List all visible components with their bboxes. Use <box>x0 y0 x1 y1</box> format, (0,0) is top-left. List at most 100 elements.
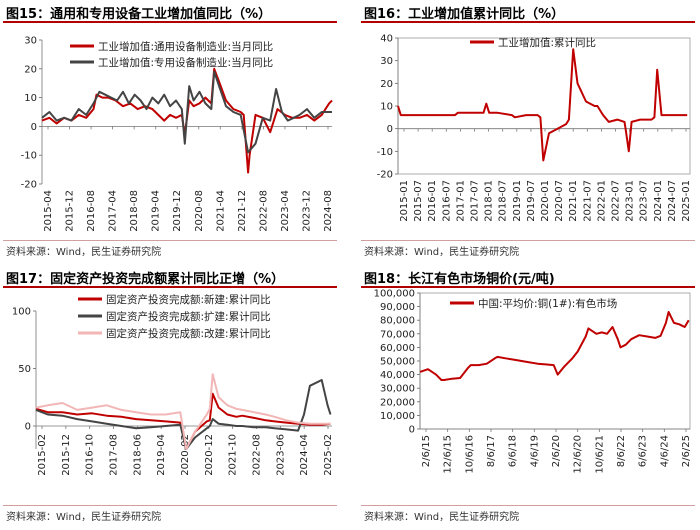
source-note: 资料来源：Wind，民生证券研究院 <box>364 247 520 258</box>
y-tick-label: 40 <box>380 34 393 45</box>
x-tick-label: 2024-01 <box>653 180 664 222</box>
x-tick-label: 2018-08 <box>129 190 140 232</box>
x-tick-label: 2021-01 <box>568 180 579 222</box>
x-tick-label: 2021-12 <box>237 190 248 232</box>
x-tick-label: 2015-02 <box>37 434 48 476</box>
y-tick-label: -10 <box>377 147 393 158</box>
source-rule <box>3 505 337 506</box>
series-line <box>41 70 332 154</box>
chart-title: 图18：长江有色市场铜价(元/吨) <box>364 272 555 287</box>
x-tick-label: 2021-04 <box>215 190 226 232</box>
x-tick-label: 2019-04 <box>156 434 167 476</box>
x-tick-label: 2022-08 <box>258 190 269 232</box>
x-tick-label: 2015-07 <box>413 180 424 222</box>
x-tick-label: 2023-06 <box>275 434 286 476</box>
x-tick-label: 2017-04 <box>108 190 119 232</box>
title-rule <box>361 21 695 23</box>
panel-fig18: 图18：长江有色市场铜价(元/吨) 0 10,000 20,000 30,000 40,… <box>358 265 698 530</box>
x-tick-label: 6/6/23 <box>638 435 649 467</box>
y-tick-label: 50 <box>18 364 31 375</box>
x-tick-label: 6/6/18 <box>508 435 519 467</box>
y-tick-label: 20 <box>380 79 393 90</box>
panel-fig15: 图15：通用和专用设备工业增加值同比（%） -20 -10 0 10 20 30 2015-… <box>0 0 340 265</box>
x-tick-label: 2024-07 <box>667 180 678 222</box>
legend-label: 工业增加值:专用设备制造业:当月同比 <box>98 56 273 69</box>
y-tick-label: 20 <box>24 64 37 75</box>
y-tick-label: 10,000 <box>380 411 415 422</box>
x-tick-label: 10/6/16 <box>464 435 475 474</box>
x-tick-label: 2020-02 <box>180 434 191 476</box>
chart-title: 图15：通用和专用设备工业增加值同比（%） <box>6 7 272 22</box>
x-tick-label: 2016-01 <box>427 180 438 222</box>
y-tick-label: -10 <box>21 151 37 162</box>
chart-fig18: 0 10,000 20,000 30,000 40,000 50,000 60,000 70,… <box>374 289 692 474</box>
y-tick-label: 70,000 <box>380 329 415 340</box>
x-tick-label: 2016-08 <box>86 190 97 232</box>
series-line <box>397 48 688 162</box>
source-rule <box>361 240 695 241</box>
y-tick-label: 40,000 <box>380 370 415 381</box>
source-rule <box>361 505 695 506</box>
x-tick-label: 2/6/25 <box>681 435 692 467</box>
x-tick-label: 2020-08 <box>194 190 205 232</box>
title-rule <box>3 286 337 288</box>
x-tick-label: 2023-12 <box>301 190 312 232</box>
x-tick-label: 2015-01 <box>399 180 410 222</box>
x-tick-label: 2023-04 <box>280 190 291 232</box>
x-tick-label: 2017-07 <box>470 180 481 222</box>
series-line <box>35 373 331 450</box>
x-tick-label: 8/6/17 <box>486 435 497 467</box>
source-note: 资料来源：Wind，民生证券研究院 <box>364 512 520 523</box>
x-tick-label: 2019-07 <box>526 180 537 222</box>
title-rule <box>3 21 337 23</box>
x-tick-label: 2018-06 <box>132 434 143 476</box>
y-tick-label: -20 <box>377 170 393 181</box>
panel-fig17: 图17：固定资产投资完成额累计同比正增（%） 0 50 100 2015-02 2015… <box>0 265 340 530</box>
x-tick-label: 2018-07 <box>498 180 509 222</box>
legend-label: 工业增加值:通用设备制造业:当月同比 <box>98 40 273 53</box>
x-tick-label: 2016-10 <box>85 434 96 476</box>
series-line <box>35 379 332 450</box>
title-rule <box>361 286 695 288</box>
y-tick-label: 50,000 <box>380 357 415 368</box>
y-tick-label: 20,000 <box>380 397 415 408</box>
chart-title: 图16：工业增加值累计同比（%） <box>364 7 565 22</box>
x-tick-label: 2015-12 <box>61 434 72 476</box>
y-tick-label: 80,000 <box>380 316 415 327</box>
x-tick-label: 12/6/15 <box>443 435 454 474</box>
x-tick-label: 2020-07 <box>554 180 565 222</box>
y-tick-label: 0 <box>409 425 415 436</box>
y-tick-label: 10 <box>24 93 37 104</box>
y-tick-label: 0 <box>25 422 31 433</box>
x-tick-label: 2/6/20 <box>551 435 562 467</box>
x-tick-label: 2022-01 <box>596 180 607 222</box>
x-tick-label: 2023-07 <box>639 180 650 222</box>
source-rule <box>3 240 337 241</box>
legend-label: 固定资产投资完成额:改建:累计同比 <box>106 327 271 340</box>
y-tick-label: 30 <box>380 56 393 67</box>
x-tick-label: 4/6/24 <box>659 435 670 467</box>
x-tick-label: 10/6/21 <box>594 435 605 474</box>
plot-frame <box>419 292 691 430</box>
x-tick-label: 2023-01 <box>625 180 636 222</box>
x-tick-label: 2025-01 <box>681 180 692 222</box>
source-note: 资料来源：Wind，民生证券研究院 <box>6 512 162 523</box>
x-tick-label: 2019-04 <box>151 190 162 232</box>
x-tick-label: 2017-08 <box>109 434 120 476</box>
legend-label: 固定资产投资完成额:扩建:累计同比 <box>106 310 271 323</box>
source-note: 资料来源：Wind，民生证券研究院 <box>6 247 162 258</box>
x-tick-label: 2015-04 <box>43 190 54 232</box>
y-tick-label: 60,000 <box>380 343 415 354</box>
x-tick-label: 2021-10 <box>228 434 239 476</box>
x-tick-label: 2022-07 <box>611 180 622 222</box>
x-tick-label: 2021-07 <box>582 180 593 222</box>
x-tick-label: 2024-08 <box>323 190 334 232</box>
x-tick-label: 2018-01 <box>484 180 495 222</box>
legend-label: 中国:平均价:铜(1#):有色市场 <box>478 297 617 310</box>
x-tick-label: 2/6/15 <box>421 435 432 467</box>
series-line <box>35 392 331 450</box>
y-tick-label: 10 <box>380 102 393 113</box>
y-tick-label: 0 <box>387 124 393 135</box>
y-tick-label: 30 <box>24 36 37 47</box>
panel-fig16: 图16：工业增加值累计同比（%） -20 -10 0 10 20 30 40 2015-01 2… <box>358 0 698 265</box>
